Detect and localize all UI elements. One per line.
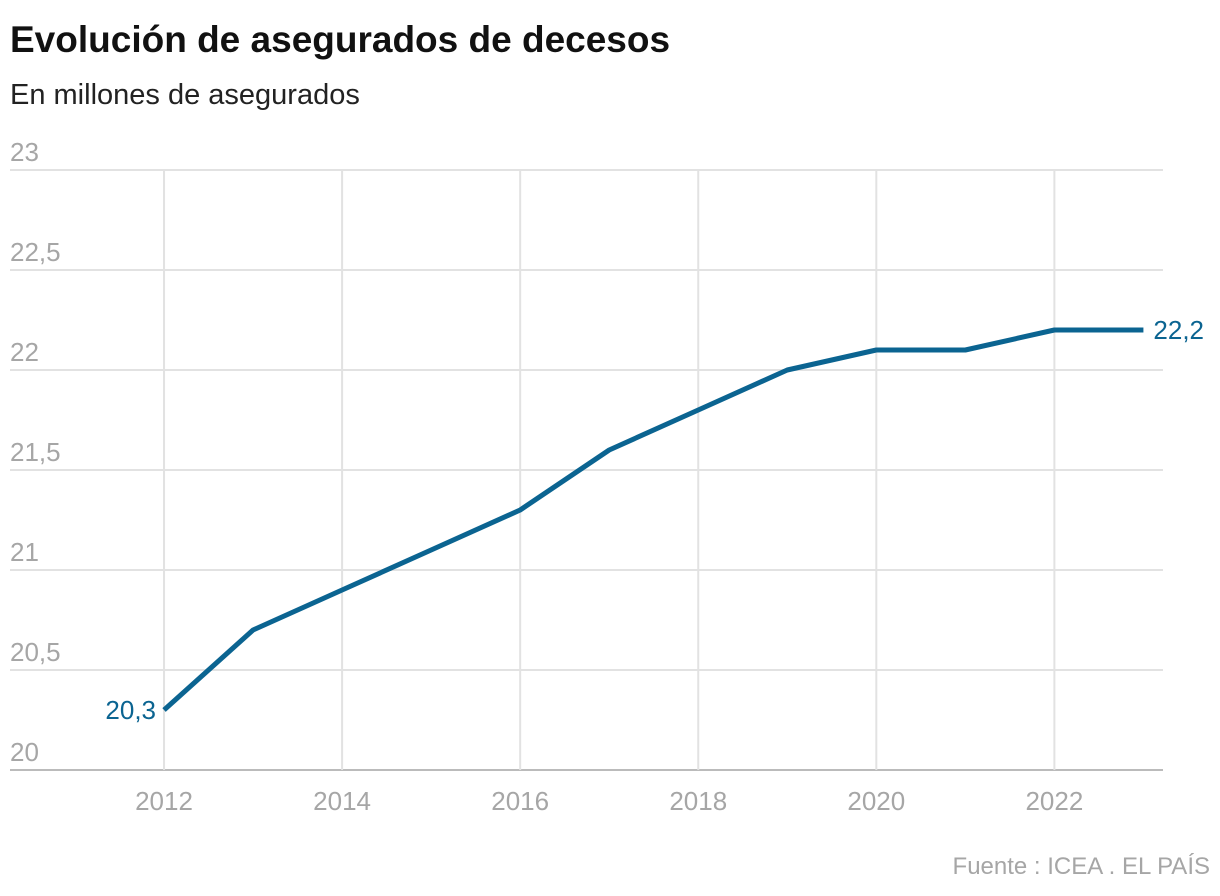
y-tick-label: 22,5 [10, 237, 61, 267]
x-tick-label: 2014 [313, 786, 371, 816]
chart-title: Evolución de asegurados de decesos [10, 19, 670, 60]
x-tick-label: 2022 [1025, 786, 1083, 816]
x-tick-label: 2016 [491, 786, 549, 816]
y-tick-label: 23 [10, 137, 39, 167]
x-tick-label: 2018 [669, 786, 727, 816]
y-tick-label: 21,5 [10, 437, 61, 467]
line [162, 327, 1144, 712]
y-tick-label: 21 [10, 537, 39, 567]
x-tick-label: 2020 [847, 786, 905, 816]
chart-subtitle: En millones de asegurados [10, 79, 360, 111]
data-label: 20,3 [105, 695, 156, 725]
y-tick-label: 20 [10, 737, 39, 767]
data-label: 22,2 [1153, 315, 1204, 345]
y-tick-label: 22 [10, 337, 39, 367]
y-tick-label: 20,5 [10, 637, 61, 667]
x-tick-label: 2012 [135, 786, 193, 816]
source: Fuente : ICEA . EL PAÍS [953, 853, 1210, 880]
